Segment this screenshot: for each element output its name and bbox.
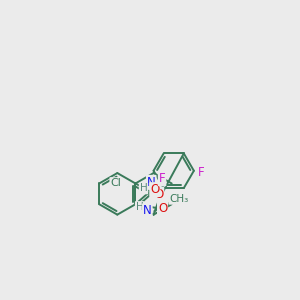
Text: F: F <box>198 166 205 179</box>
Text: H: H <box>136 202 143 212</box>
Text: Cl: Cl <box>110 178 121 188</box>
Text: O: O <box>154 188 163 201</box>
Text: O: O <box>150 183 159 196</box>
Text: CH₃: CH₃ <box>169 194 188 204</box>
Text: F: F <box>159 172 165 185</box>
Text: N: N <box>143 204 152 217</box>
Text: O: O <box>158 202 167 214</box>
Text: H: H <box>140 184 147 194</box>
Text: N: N <box>147 176 156 189</box>
